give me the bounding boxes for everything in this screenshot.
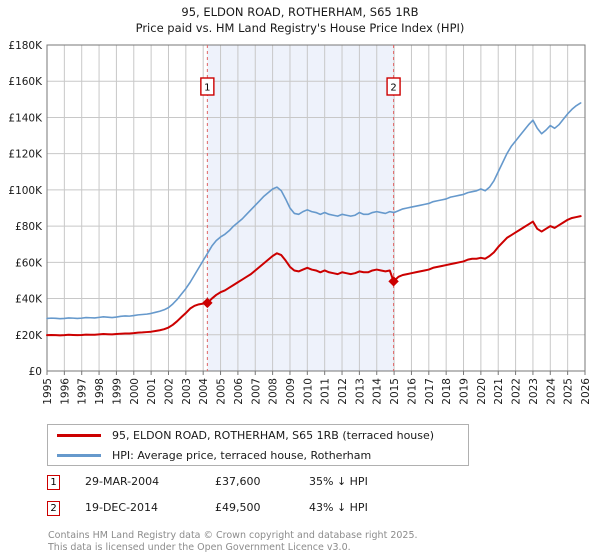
svg-text:1997: 1997 (77, 378, 89, 405)
svg-text:2004: 2004 (198, 378, 210, 405)
svg-text:£180K: £180K (8, 40, 43, 52)
svg-text:2012: 2012 (337, 378, 349, 405)
svg-text:2009: 2009 (285, 378, 297, 405)
y-axis-ticks: £0 £20K £40K £60K £80K £100K £120K £140K £160K £1… (8, 40, 43, 378)
svg-text:2: 2 (390, 83, 396, 94)
svg-text:£80K: £80K (15, 221, 43, 233)
transaction-hpi-delta: 35% ↓ HPI (309, 475, 368, 488)
sale-point-markers[interactable] (202, 276, 399, 309)
transaction-date: 19-DEC-2014 (85, 501, 159, 514)
title-subtitle: Price paid vs. HM Land Registry's House … (135, 21, 465, 35)
transaction-price: £49,500 (215, 501, 261, 514)
table-row[interactable]: 1 29-MAR-2004 £37,600 35% ↓ HPI (47, 474, 477, 500)
svg-text:2010: 2010 (302, 378, 314, 405)
plot-frame (46, 44, 586, 372)
svg-text:£0: £0 (29, 366, 42, 378)
svg-text:2011: 2011 (320, 378, 332, 405)
chart-legend: 95, ELDON ROAD, ROTHERHAM, S65 1RB (terr… (47, 424, 469, 466)
legend-label-hpi: HPI: Average price, terraced house, Roth… (112, 449, 372, 462)
svg-text:2001: 2001 (146, 378, 158, 405)
footer-attribution: Contains HM Land Registry data © Crown c… (48, 530, 568, 553)
svg-text:2023: 2023 (528, 378, 540, 405)
svg-text:2003: 2003 (181, 378, 193, 405)
svg-text:2022: 2022 (511, 378, 523, 405)
svg-text:1995: 1995 (42, 378, 54, 405)
transaction-hpi-delta: 43% ↓ HPI (309, 501, 368, 514)
svg-text:2006: 2006 (233, 378, 245, 405)
svg-text:2016: 2016 (406, 378, 418, 405)
status-badge: 1 (47, 475, 60, 490)
svg-text:2021: 2021 (493, 378, 505, 405)
svg-text:2017: 2017 (424, 378, 436, 405)
footer-line-copyright: Contains HM Land Registry data © Crown c… (48, 530, 418, 541)
svg-text:2014: 2014 (372, 378, 384, 405)
svg-text:2008: 2008 (268, 378, 280, 405)
title-address: 95, ELDON ROAD, ROTHERHAM, S65 1RB (181, 5, 419, 19)
svg-text:£120K: £120K (8, 149, 43, 161)
svg-text:1998: 1998 (94, 378, 106, 405)
legend-item-price-paid: 95, ELDON ROAD, ROTHERHAM, S65 1RB (terr… (48, 425, 434, 446)
transaction-date: 29-MAR-2004 (85, 475, 160, 488)
svg-text:2025: 2025 (563, 378, 575, 405)
chart-plot-area[interactable]: £0 £20K £40K £60K £80K £100K £120K £140K £160K £1… (0, 0, 600, 420)
svg-text:£40K: £40K (15, 294, 43, 306)
svg-text:2018: 2018 (441, 378, 453, 405)
sale-marker-lines (206, 45, 395, 371)
legend-swatch-price-paid (57, 434, 101, 437)
svg-text:2000: 2000 (129, 378, 141, 405)
svg-text:2019: 2019 (459, 378, 471, 405)
chart-svg: £0 £20K £40K £60K £80K £100K £120K £140K £160K £1… (8, 40, 592, 405)
svg-text:2013: 2013 (354, 378, 366, 405)
svg-text:1999: 1999 (111, 378, 123, 405)
svg-text:2005: 2005 (216, 378, 228, 405)
table-row[interactable]: 2 19-DEC-2014 £49,500 43% ↓ HPI (47, 500, 477, 526)
page-title: 95, ELDON ROAD, ROTHERHAM, S65 1RB Price… (0, 4, 600, 36)
svg-text:£100K: £100K (8, 185, 43, 197)
svg-text:2026: 2026 (580, 378, 592, 405)
x-axis-ticks: 1995 1996 1997 1998 1999 2000 2001 2002 2003 2004… (42, 371, 592, 405)
svg-text:2007: 2007 (250, 378, 262, 405)
svg-text:£140K: £140K (8, 112, 43, 124)
svg-text:1: 1 (204, 83, 210, 94)
transactions-table: 1 29-MAR-2004 £37,600 35% ↓ HPI 2 19-DEC… (47, 474, 477, 526)
legend-label-price-paid: 95, ELDON ROAD, ROTHERHAM, S65 1RB (terr… (112, 429, 435, 442)
transaction-price: £37,600 (215, 475, 261, 488)
svg-text:£60K: £60K (15, 257, 43, 269)
footer-line-licence: This data is licensed under the Open Gov… (48, 541, 351, 553)
legend-swatch-hpi (57, 454, 101, 457)
svg-text:2015: 2015 (389, 378, 401, 405)
svg-text:2020: 2020 (476, 378, 488, 405)
svg-text:£160K: £160K (8, 76, 43, 88)
legend-item-hpi: HPI: Average price, terraced house, Roth… (48, 445, 371, 466)
highlight-band-group (207, 45, 394, 371)
svg-text:£20K: £20K (15, 330, 43, 342)
status-badge: 2 (47, 501, 60, 516)
svg-text:2024: 2024 (545, 378, 557, 405)
svg-text:1996: 1996 (59, 378, 71, 405)
data-series-group (46, 102, 582, 337)
svg-text:2002: 2002 (163, 378, 175, 405)
